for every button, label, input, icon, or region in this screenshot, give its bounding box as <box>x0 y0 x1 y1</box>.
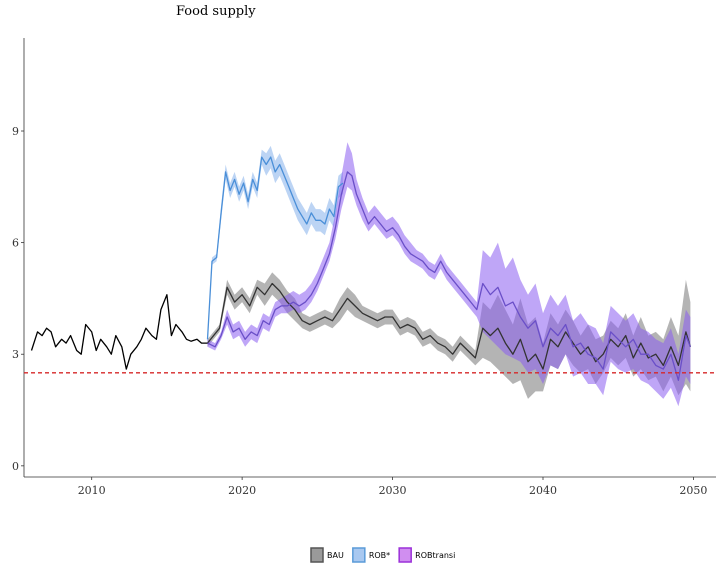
x-tick-label: 2030 <box>379 484 407 497</box>
y-tick-label: 0 <box>12 460 19 473</box>
legend-label: BAU <box>327 551 344 560</box>
legend-swatch <box>352 547 366 563</box>
y-tick-label: 9 <box>12 125 19 138</box>
legend-item-robtransi: ROBtransi <box>398 547 455 563</box>
legend: BAU ROB* ROBtransi <box>310 547 455 563</box>
band-rob <box>207 145 343 344</box>
legend-swatch <box>398 547 412 563</box>
line-rob <box>206 156 344 340</box>
chart-title: Food supply <box>176 4 256 19</box>
legend-item-rob: ROB* <box>352 547 390 563</box>
y-tick-label: 3 <box>12 348 19 361</box>
line-robtransi <box>207 171 692 381</box>
x-tick-label: 2050 <box>679 484 707 497</box>
legend-label: ROB* <box>369 551 390 560</box>
line-bau <box>206 282 692 370</box>
series-lines <box>30 156 692 381</box>
y-tick-label: 6 <box>12 237 19 250</box>
x-tick-label: 2020 <box>228 484 256 497</box>
line-historical <box>30 294 208 370</box>
axes: 0 3 6 9 2010 2020 2030 2040 2050 <box>12 38 716 497</box>
x-tick-label: 2040 <box>529 484 557 497</box>
legend-swatch <box>310 547 324 563</box>
legend-label: ROBtransi <box>415 551 455 560</box>
x-tick-label: 2010 <box>78 484 106 497</box>
legend-item-bau: BAU <box>310 547 344 563</box>
